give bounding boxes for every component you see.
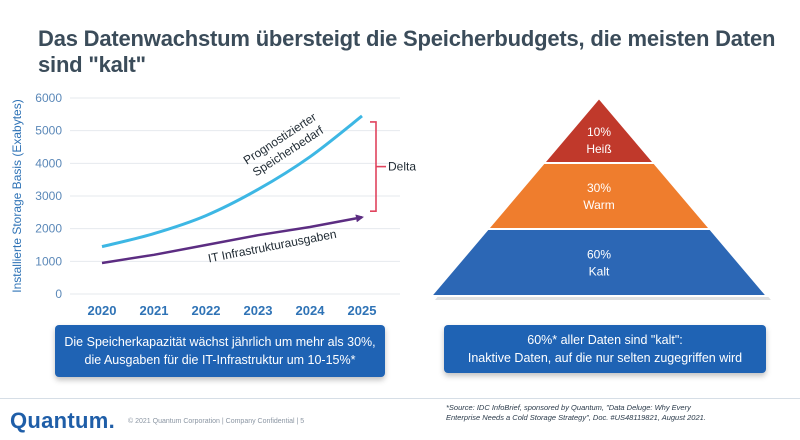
pyramid-category-label: Warm [583,198,615,212]
pyramid-category-label: Kalt [589,265,610,279]
pyramid-percent-label: 10% [587,125,611,139]
y-tick-label: 2000 [35,222,62,236]
x-tick-label: 2025 [348,303,377,318]
pyramid-category-label: Heiß [586,142,611,156]
quantum-logo: Quantum. [10,408,116,433]
growth-info-box: Die Speicherkapazität wächst jährlich um… [55,325,385,377]
y-tick-label: 0 [55,287,62,301]
y-tick-label: 5000 [35,124,62,138]
source-note: *Source: IDC InfoBrief, sponsored by Qua… [446,403,786,423]
pyramid-percent-label: 60% [587,248,611,262]
series-line-it-ausgaben [101,214,364,265]
y-tick-label: 6000 [35,91,62,105]
x-tick-label: 2023 [244,303,273,318]
source-line-2: Enterprise Needs a Cold Storage Strategy… [446,413,706,422]
delta-label: Delta [388,160,416,174]
y-tick-label: 3000 [35,189,62,203]
x-tick-label: 2021 [140,303,169,318]
pyramid-segment-warm [485,162,713,230]
y-tick-label: 1000 [35,254,62,268]
copyright-text: © 2021 Quantum Corporation | Company Con… [128,418,305,425]
x-tick-label: 2024 [296,303,326,318]
page-title: Das Datenwachstum übersteigt die Speiche… [38,26,776,77]
x-tick-label: 2020 [88,303,117,318]
x-tick-label: 2022 [192,303,221,318]
delta-bracket [370,121,377,213]
cold-data-info-line-1: 60%* aller Daten sind "kalt": [527,333,683,347]
cold-data-info-line-2: Inaktive Daten, auf die nur selten zugeg… [467,351,743,365]
y-axis-label: Installierte Storage Basis (Exabytes) [10,99,24,292]
series-line-speicherbedarf [101,114,363,249]
y-tick-label: 4000 [35,156,62,170]
footer-divider [0,398,800,399]
growth-info-line-2: die Ausgaben für die IT-Infrastruktur um… [84,353,356,367]
series-label-speicherbedarf: PrognostizierterSpeicherbedarf [241,110,327,180]
growth-info-line-1: Die Speicherkapazität wächst jährlich um… [64,335,376,349]
pyramid-segment-kalt [428,228,770,297]
source-line-1: *Source: IDC InfoBrief, sponsored by Qua… [446,403,691,412]
pyramid-percent-label: 30% [587,181,611,195]
cold-data-info-box: 60%* aller Daten sind "kalt": Inaktive D… [444,325,766,373]
